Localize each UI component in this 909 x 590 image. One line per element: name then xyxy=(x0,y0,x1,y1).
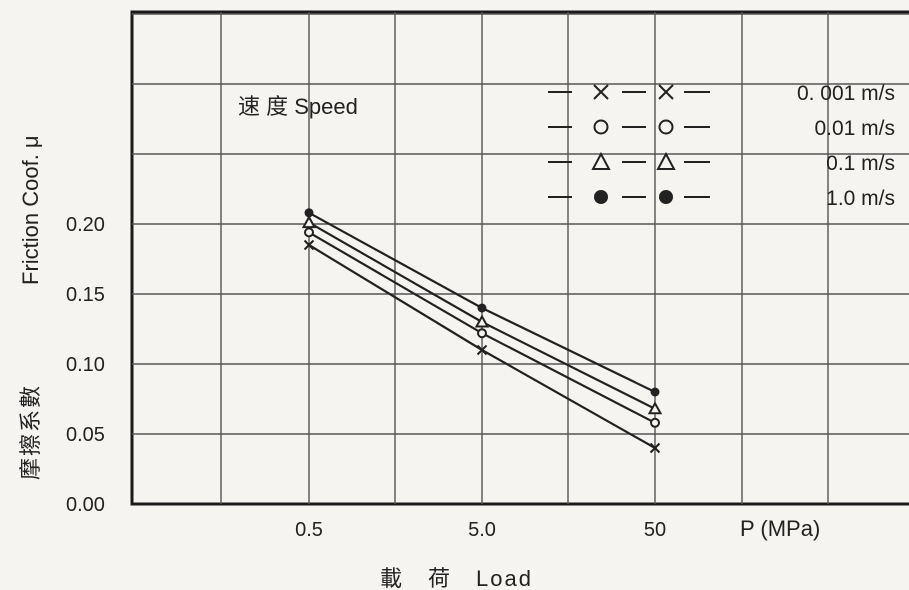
marker-x xyxy=(649,442,661,454)
marker-x xyxy=(303,239,315,251)
x-tick-label: 50 xyxy=(644,519,666,541)
marker-x xyxy=(593,84,609,100)
legend-label: 1.0 m/s xyxy=(826,187,895,210)
y-tick-label: 0.00 xyxy=(66,494,105,516)
marker-circle xyxy=(477,328,487,339)
legend-title: 速 度 Speed xyxy=(238,94,358,119)
y-axis-label-zh: 摩擦系數 xyxy=(18,384,43,480)
marker-triangle xyxy=(474,314,490,328)
marker-dot xyxy=(304,208,314,218)
y-axis-label-en: Friction Coof. μ xyxy=(18,135,43,285)
y-tick-label: 0.20 xyxy=(66,214,105,236)
y-tick-label: 0.15 xyxy=(66,284,105,306)
marker-x xyxy=(476,344,488,356)
marker-dot xyxy=(650,387,660,397)
marker-circle xyxy=(650,417,660,428)
marker-dot xyxy=(594,190,608,204)
x-tick-labels: 0.5 5.0 50 xyxy=(295,519,666,541)
marker-x xyxy=(658,84,674,100)
marker-triangle xyxy=(647,401,663,415)
marker-triangle xyxy=(301,215,317,229)
y-tick-label: 0.05 xyxy=(66,424,105,446)
legend: 0. 001 m/s 0.01 m/s 0.1 m/s 1.0 m/s xyxy=(548,82,895,210)
legend-label: 0.1 m/s xyxy=(826,152,895,175)
marker-triangle xyxy=(656,151,676,170)
x-tick-label: 0.5 xyxy=(295,519,323,541)
series-markers xyxy=(301,208,663,454)
plot-frame xyxy=(130,10,909,506)
marker-dot xyxy=(659,190,673,204)
marker-circle xyxy=(304,227,314,238)
grid-lines xyxy=(132,12,909,504)
x-axis-label: 載 荷 Load xyxy=(380,566,533,590)
legend-label: 0.01 m/s xyxy=(814,117,895,140)
marker-circle xyxy=(658,119,674,135)
legend-label: 0. 001 m/s xyxy=(797,82,895,105)
x-tick-label: 5.0 xyxy=(468,519,496,541)
y-tick-labels: 0.00 0.05 0.10 0.15 0.20 xyxy=(66,214,105,516)
marker-dot xyxy=(477,303,487,313)
marker-triangle xyxy=(591,151,611,170)
y-tick-label: 0.10 xyxy=(66,354,105,376)
x-unit-label: P (MPa) xyxy=(740,516,820,541)
marker-circle xyxy=(593,119,609,135)
